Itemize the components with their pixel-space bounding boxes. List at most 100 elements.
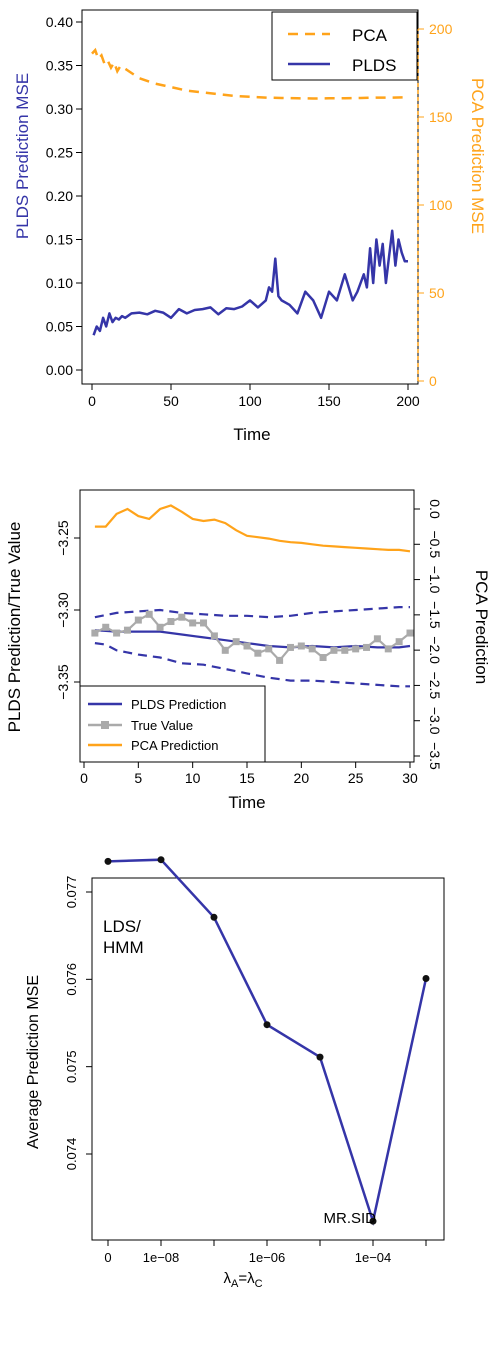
series-line-upper-band bbox=[94, 605, 410, 619]
true-value-marker bbox=[276, 656, 284, 664]
data-point bbox=[316, 1053, 324, 1061]
y-right-tick-label: 0 bbox=[429, 373, 437, 389]
axis-ticks: 0 50 100 150 200 0.00 0.05 0.10 0.15 0.20 0.25 0.30… bbox=[46, 14, 453, 409]
true-value-marker bbox=[167, 618, 175, 626]
true-value-marker bbox=[134, 616, 142, 624]
annotation-lds: LDS/ bbox=[103, 917, 141, 936]
true-value-marker bbox=[210, 632, 218, 640]
legend: PLDS Prediction True Value PCA Predictio… bbox=[79, 685, 266, 763]
x-tick-label: 0 bbox=[80, 770, 88, 786]
x-tick-label: 20 bbox=[294, 770, 310, 786]
y-left-tick-label: 0.35 bbox=[46, 58, 73, 74]
series-line-mse bbox=[107, 858, 428, 1226]
x-tick-label: 0 bbox=[104, 1250, 111, 1265]
y-left-tick-label: −3.25 bbox=[55, 520, 71, 556]
legend-label-true: True Value bbox=[131, 718, 193, 733]
y-right-tick-label: −2.0 bbox=[427, 636, 443, 664]
data-point bbox=[369, 1217, 377, 1225]
true-value-marker bbox=[330, 646, 338, 654]
series-line-true-value bbox=[94, 612, 411, 663]
true-value-marker bbox=[200, 619, 208, 627]
series-line-pca-prediction bbox=[94, 504, 411, 553]
legend-marker-true bbox=[101, 721, 109, 729]
legend-label-plds: PLDS Prediction bbox=[131, 697, 226, 712]
x-tick-label: 30 bbox=[402, 770, 418, 786]
data-point bbox=[263, 1021, 271, 1029]
true-value-marker bbox=[221, 646, 229, 654]
plot-frame bbox=[91, 877, 445, 1241]
y-right-tick-label: 200 bbox=[429, 21, 453, 37]
series-line-lower-band bbox=[94, 642, 410, 688]
legend-label-plds: PLDS bbox=[352, 56, 396, 75]
y-left-tick-label: −3.30 bbox=[55, 592, 71, 628]
series-lines bbox=[104, 856, 430, 1226]
true-value-marker bbox=[156, 623, 164, 631]
y-left-tick-label: 0.30 bbox=[46, 101, 73, 117]
series-line-pca bbox=[91, 47, 409, 100]
legend-label-pca: PCA Prediction bbox=[131, 738, 218, 753]
x-axis-label: λA=λC bbox=[223, 1270, 262, 1290]
x-axis-label: Time bbox=[228, 793, 265, 812]
series-line-plds-prediction bbox=[94, 629, 411, 649]
true-value-marker bbox=[254, 649, 262, 657]
true-value-marker bbox=[189, 619, 197, 627]
y-left-axis-label: PLDS Prediction MSE bbox=[13, 73, 32, 239]
x-tick-label: 10 bbox=[185, 770, 201, 786]
true-value-marker bbox=[373, 635, 381, 643]
true-value-marker bbox=[113, 629, 121, 637]
regularization-mse-chart: 0 1e−08 1e−06 1e−04 0.074 0.075 0.076 0.077 Ave… bbox=[25, 856, 445, 1290]
prediction-vs-true-chart: 0 5 10 15 20 25 30 −3.35 −3.30 −3.25 −3.5 −3.0 −2.5 −… bbox=[5, 489, 489, 812]
y-tick-label: 0.076 bbox=[64, 963, 79, 996]
y-left-tick-label: 0.15 bbox=[46, 232, 73, 248]
true-value-marker bbox=[265, 645, 273, 653]
data-point bbox=[422, 975, 430, 982]
true-value-marker bbox=[123, 626, 131, 634]
y-tick-label: 0.074 bbox=[64, 1138, 79, 1171]
data-point bbox=[157, 856, 165, 864]
true-value-marker bbox=[363, 643, 371, 651]
true-value-marker bbox=[145, 610, 153, 618]
y-right-axis-label: PCA Prediction MSE bbox=[468, 78, 487, 234]
y-left-axis-label: PLDS Prediction/True Value bbox=[5, 522, 24, 733]
y-right-tick-label: −1.0 bbox=[427, 566, 443, 594]
x-tick-label: 0 bbox=[88, 393, 96, 409]
x-tick-label: 25 bbox=[348, 770, 364, 786]
data-point bbox=[104, 857, 112, 865]
x-tick-label: 150 bbox=[317, 393, 341, 409]
true-value-marker bbox=[102, 623, 110, 631]
y-left-tick-label: −3.35 bbox=[55, 664, 71, 700]
y-right-axis-label: PCA Prediction bbox=[472, 570, 489, 684]
y-left-tick-label: 0.00 bbox=[46, 362, 73, 378]
y-left-tick-label: 0.25 bbox=[46, 145, 73, 161]
x-axis-label: Time bbox=[233, 425, 270, 444]
legend: PCA PLDS bbox=[271, 11, 418, 81]
true-value-marker bbox=[319, 654, 327, 662]
y-axis-label: Average Prediction MSE bbox=[25, 975, 42, 1149]
y-right-tick-label: 150 bbox=[429, 109, 453, 125]
true-value-marker bbox=[91, 629, 99, 637]
true-value-marker bbox=[243, 642, 251, 650]
y-left-tick-label: 0.40 bbox=[46, 14, 73, 30]
y-right-tick-label: 0.0 bbox=[427, 499, 443, 519]
x-tick-label: 50 bbox=[163, 393, 179, 409]
true-value-marker bbox=[286, 643, 294, 651]
legend-box bbox=[271, 11, 418, 81]
data-point bbox=[210, 913, 218, 921]
x-tick-label: 100 bbox=[238, 393, 262, 409]
series-line-plds bbox=[92, 229, 408, 336]
x-tick-label: 200 bbox=[396, 393, 420, 409]
y-right-tick-label: 100 bbox=[429, 197, 453, 213]
x-tick-label: 1e−08 bbox=[143, 1250, 180, 1265]
x-tick-label: 5 bbox=[134, 770, 142, 786]
y-right-tick-label: −0.5 bbox=[427, 530, 443, 558]
mse-over-time-chart: 0 50 100 150 200 0.00 0.05 0.10 0.15 0.20 0.25 0.30… bbox=[13, 9, 487, 444]
series-lines bbox=[91, 504, 414, 688]
true-value-marker bbox=[395, 638, 403, 646]
y-left-tick-label: 0.20 bbox=[46, 188, 73, 204]
y-tick-label: 0.077 bbox=[64, 876, 79, 909]
true-value-marker bbox=[384, 645, 392, 653]
x-tick-label: 1e−06 bbox=[249, 1250, 286, 1265]
y-right-tick-label: −1.5 bbox=[427, 601, 443, 629]
true-value-marker bbox=[232, 638, 240, 646]
